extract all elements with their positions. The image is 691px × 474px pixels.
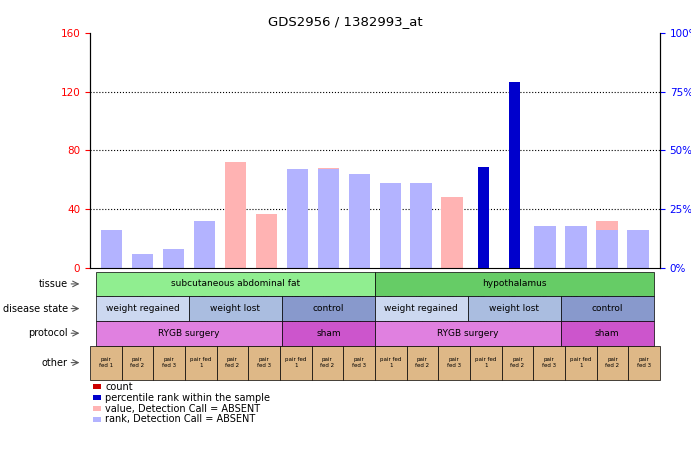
Bar <box>348 191 370 268</box>
Text: pair fed
1: pair fed 1 <box>285 357 306 368</box>
Bar <box>318 169 339 268</box>
Text: protocol: protocol <box>28 328 68 338</box>
Text: weight lost: weight lost <box>211 304 261 313</box>
Text: weight regained: weight regained <box>106 304 180 313</box>
Bar <box>478 167 489 268</box>
Text: pair
fed 2: pair fed 2 <box>511 357 524 368</box>
Bar <box>287 169 308 268</box>
Text: pair
fed 2: pair fed 2 <box>321 357 334 368</box>
Text: pair
fed 3: pair fed 3 <box>352 357 366 368</box>
Bar <box>132 254 153 268</box>
Bar <box>565 243 587 268</box>
Text: control: control <box>312 304 344 313</box>
Text: pair fed
1: pair fed 1 <box>475 357 496 368</box>
Text: pair
fed 3: pair fed 3 <box>162 357 176 368</box>
Text: pair
fed 2: pair fed 2 <box>131 357 144 368</box>
Text: control: control <box>591 304 623 313</box>
Text: percentile rank within the sample: percentile rank within the sample <box>105 392 270 403</box>
Text: pair
fed 2: pair fed 2 <box>225 357 239 368</box>
Text: subcutaneous abdominal fat: subcutaneous abdominal fat <box>171 280 300 288</box>
Text: pair fed
1: pair fed 1 <box>190 357 211 368</box>
Bar <box>627 257 649 268</box>
Text: pair fed
1: pair fed 1 <box>380 357 401 368</box>
Text: weight regained: weight regained <box>384 304 458 313</box>
Text: pair
fed 3: pair fed 3 <box>257 357 271 368</box>
Bar <box>101 230 122 268</box>
Bar <box>101 261 122 268</box>
Bar <box>627 230 649 268</box>
Bar <box>225 162 246 268</box>
Text: disease state: disease state <box>3 303 68 314</box>
Text: count: count <box>105 382 133 392</box>
Bar <box>596 230 618 268</box>
Text: pair
fed 1: pair fed 1 <box>99 357 113 368</box>
Text: rank, Detection Call = ABSENT: rank, Detection Call = ABSENT <box>105 414 255 425</box>
Text: value, Detection Call = ABSENT: value, Detection Call = ABSENT <box>105 403 260 414</box>
Text: other: other <box>41 357 68 368</box>
Bar <box>287 187 308 268</box>
Text: sham: sham <box>316 329 341 337</box>
Bar <box>534 253 556 268</box>
Bar <box>379 183 401 268</box>
Bar <box>193 221 216 268</box>
Text: pair
fed 3: pair fed 3 <box>447 357 461 368</box>
Bar <box>442 198 463 268</box>
Bar <box>162 259 184 268</box>
Text: pair
fed 3: pair fed 3 <box>637 357 651 368</box>
Bar <box>596 221 618 268</box>
Bar <box>410 227 432 268</box>
Bar <box>132 262 153 268</box>
Text: sham: sham <box>595 329 620 337</box>
Text: weight lost: weight lost <box>489 304 539 313</box>
Text: pair fed
1: pair fed 1 <box>570 357 591 368</box>
Bar <box>534 226 556 268</box>
Text: RYGB surgery: RYGB surgery <box>158 329 220 337</box>
Bar <box>478 209 489 268</box>
Text: RYGB surgery: RYGB surgery <box>437 329 499 337</box>
Text: pair
fed 2: pair fed 2 <box>605 357 619 368</box>
Text: hypothalamus: hypothalamus <box>482 280 547 288</box>
Bar <box>162 249 184 268</box>
Bar <box>348 174 370 268</box>
Text: GDS2956 / 1382993_at: GDS2956 / 1382993_at <box>268 15 423 28</box>
Text: pair
fed 2: pair fed 2 <box>415 357 429 368</box>
Text: pair
fed 3: pair fed 3 <box>542 357 556 368</box>
Bar <box>509 82 520 268</box>
Bar <box>565 226 587 268</box>
Bar <box>318 168 339 268</box>
Bar <box>256 214 277 268</box>
Bar <box>509 92 520 268</box>
Bar <box>410 183 432 268</box>
Text: tissue: tissue <box>39 279 68 289</box>
